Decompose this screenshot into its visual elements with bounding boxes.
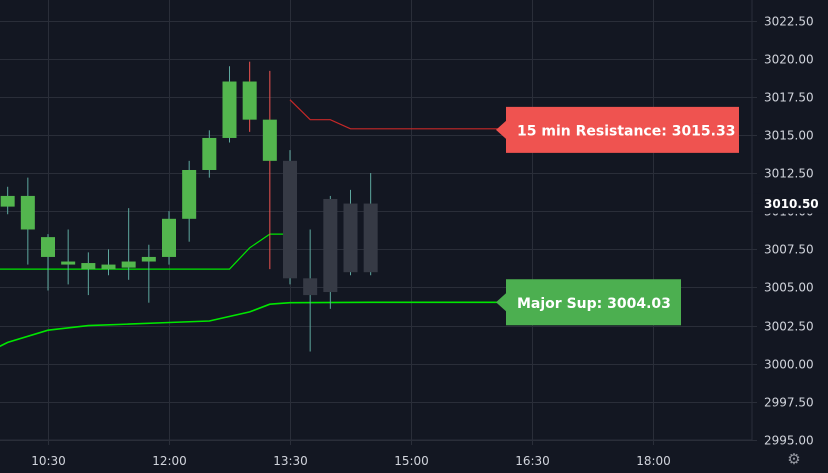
x-tick-label: 12:00 bbox=[152, 454, 187, 468]
candle-body bbox=[303, 278, 318, 296]
candle bbox=[363, 173, 378, 276]
candle-body bbox=[101, 264, 116, 270]
candle-body bbox=[283, 160, 297, 279]
candle bbox=[283, 150, 297, 285]
support-line-upper bbox=[0, 233, 290, 270]
callout-box bbox=[496, 279, 681, 326]
candle bbox=[202, 130, 217, 178]
support-line bbox=[0, 301, 512, 348]
y-tick-label: 3017.50 bbox=[764, 91, 814, 105]
callout-box bbox=[496, 106, 739, 153]
candle bbox=[61, 229, 76, 285]
candle bbox=[182, 160, 197, 242]
y-tick-label: 3002.50 bbox=[764, 320, 814, 334]
candle-body bbox=[242, 81, 257, 120]
candle-body bbox=[363, 203, 378, 273]
x-tick-label: 13:30 bbox=[273, 454, 308, 468]
candle bbox=[222, 66, 237, 143]
candle bbox=[262, 70, 277, 270]
candle bbox=[242, 61, 257, 132]
y-tick-label: 3000.00 bbox=[764, 358, 814, 372]
y-tick-label: 3007.50 bbox=[764, 243, 814, 257]
time-axis[interactable]: 10:30 12:00 13:30 15:00 16:30 18:00 bbox=[31, 440, 671, 468]
candle bbox=[323, 195, 338, 309]
candle-body bbox=[222, 81, 237, 138]
candle-body bbox=[323, 198, 338, 293]
candle-body bbox=[20, 195, 35, 230]
y-tick-label: 2997.50 bbox=[764, 396, 814, 410]
candle bbox=[41, 234, 55, 291]
callout-label: Major Sup: 3004.03 bbox=[517, 296, 671, 312]
candle bbox=[162, 211, 176, 265]
candle-body bbox=[343, 203, 358, 273]
candle-body bbox=[41, 237, 55, 257]
annotations: 15 min Resistance: 3015.33 Major Sup: 300… bbox=[496, 106, 739, 326]
x-tick-label: 10:30 bbox=[31, 454, 66, 468]
candles bbox=[0, 61, 378, 352]
candle-body bbox=[81, 263, 96, 270]
indicator-lines bbox=[0, 99, 512, 348]
candle-body bbox=[202, 137, 217, 170]
y-tick-label: 3005.00 bbox=[764, 281, 814, 295]
callout-label: 15 min Resistance: 3015.33 bbox=[517, 123, 735, 139]
x-tick-label: 18:00 bbox=[636, 454, 671, 468]
candle bbox=[141, 244, 156, 303]
y-tick-label: 3015.00 bbox=[764, 129, 814, 143]
candle-body bbox=[121, 261, 136, 268]
candle-body bbox=[162, 218, 176, 257]
candle bbox=[343, 189, 358, 276]
price-axis[interactable]: 2995.00 2997.50 3000.00 3002.50 3005.00 3007.… bbox=[752, 15, 828, 448]
y-tick-label: 3020.00 bbox=[764, 53, 814, 67]
candle bbox=[101, 249, 116, 276]
candle-body bbox=[182, 169, 197, 219]
price-tag-bg bbox=[753, 193, 828, 214]
gear-icon[interactable]: ⚙ bbox=[787, 450, 801, 468]
resistance-callout: 15 min Resistance: 3015.33 bbox=[496, 106, 739, 153]
candle bbox=[0, 186, 15, 215]
candle bbox=[81, 252, 96, 296]
candle bbox=[303, 229, 318, 352]
price-tag-label: 3010.50 bbox=[764, 197, 819, 211]
y-tick-label: 2995.00 bbox=[764, 434, 814, 448]
support-callout: Major Sup: 3004.03 bbox=[496, 279, 681, 326]
x-tick-label: 15:00 bbox=[394, 454, 429, 468]
candle-body bbox=[141, 256, 156, 262]
candle-body bbox=[262, 119, 277, 161]
resistance-line bbox=[289, 99, 512, 130]
candle bbox=[20, 177, 35, 265]
x-tick-label: 16:30 bbox=[515, 454, 550, 468]
candle-body bbox=[0, 195, 15, 207]
candle-body bbox=[61, 261, 76, 265]
y-tick-label: 3012.50 bbox=[764, 167, 814, 181]
current-price-tag: 3010.50 bbox=[753, 193, 828, 214]
y-tick-label: 3022.50 bbox=[764, 15, 814, 29]
candle bbox=[121, 208, 136, 280]
